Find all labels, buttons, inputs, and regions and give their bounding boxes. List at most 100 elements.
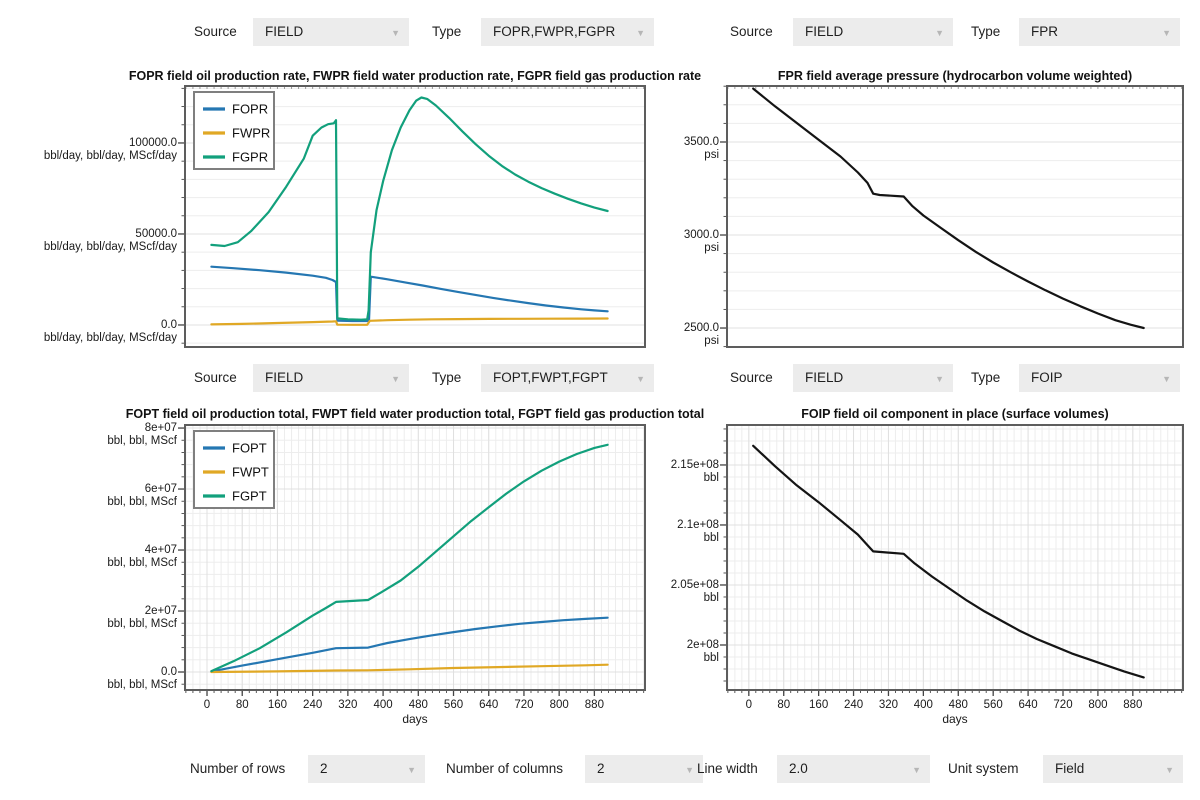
svg-text:bbl, bbl, MScf: bbl, bbl, MScf — [107, 679, 177, 691]
chevron-down-icon: ▼ — [1162, 28, 1171, 38]
svg-text:FGPT: FGPT — [232, 489, 267, 504]
source-select-bottom-right[interactable]: FIELD ▼ — [793, 364, 953, 392]
svg-text:0: 0 — [746, 699, 752, 711]
svg-text:160: 160 — [268, 699, 287, 711]
svg-text:480: 480 — [409, 699, 428, 711]
source-select-value: FIELD — [265, 24, 304, 39]
svg-text:240: 240 — [844, 699, 863, 711]
svg-text:2500.0: 2500.0 — [684, 322, 719, 334]
svg-text:400: 400 — [914, 699, 933, 711]
svg-text:2e+07: 2e+07 — [145, 605, 177, 617]
svg-text:bbl: bbl — [704, 592, 719, 604]
svg-text:720: 720 — [514, 699, 533, 711]
svg-text:880: 880 — [585, 699, 604, 711]
svg-text:psi: psi — [704, 149, 719, 161]
chart-title-foip: FOIP field oil component in place (surfa… — [801, 407, 1109, 421]
type-select-top-left[interactable]: FOPR,FWPR,FGPR ▼ — [481, 18, 654, 46]
source-select-top-right[interactable]: FIELD ▼ — [793, 18, 953, 46]
svg-text:bbl, bbl, MScf: bbl, bbl, MScf — [107, 618, 177, 630]
columns-label: Number of columns — [446, 761, 564, 776]
svg-text:FOPR: FOPR — [232, 102, 268, 117]
unit-system-select-value: Field — [1055, 761, 1085, 776]
svg-text:50000.0: 50000.0 — [135, 228, 177, 240]
svg-text:0.0: 0.0 — [161, 319, 177, 331]
svg-text:8e+07: 8e+07 — [145, 422, 177, 434]
svg-text:320: 320 — [879, 699, 898, 711]
chevron-down-icon: ▼ — [935, 28, 944, 38]
svg-text:3000.0: 3000.0 — [684, 229, 719, 241]
type-select-value: FOPT,FWPT,FGPT — [493, 370, 608, 385]
chart-title-fopt-fwpt-fgpt: FOPT field oil production total, FWPT fi… — [125, 407, 705, 421]
chevron-down-icon: ▼ — [935, 374, 944, 384]
svg-text:bbl, bbl, MScf: bbl, bbl, MScf — [107, 435, 177, 447]
type-select-value: FPR — [1031, 24, 1058, 39]
svg-text:560: 560 — [984, 699, 1003, 711]
svg-text:FWPR: FWPR — [232, 126, 270, 141]
svg-text:320: 320 — [338, 699, 357, 711]
source-select-bottom-left[interactable]: FIELD ▼ — [253, 364, 409, 392]
type-select-top-right[interactable]: FPR ▼ — [1019, 18, 1180, 46]
type-select-value: FOIP — [1031, 370, 1063, 385]
columns-select-value: 2 — [597, 761, 605, 776]
type-label: Type — [971, 24, 1001, 39]
chevron-down-icon: ▼ — [391, 28, 400, 38]
svg-text:640: 640 — [1018, 699, 1037, 711]
type-label: Type — [971, 370, 1001, 385]
chart-title-fpr: FPR field average pressure (hydrocarbon … — [777, 69, 1133, 83]
type-select-value: FOPR,FWPR,FGPR — [493, 24, 616, 39]
svg-text:560: 560 — [444, 699, 463, 711]
svg-text:psi: psi — [704, 335, 719, 347]
source-select-value: FIELD — [805, 24, 844, 39]
svg-text:FOPT: FOPT — [232, 441, 267, 456]
svg-text:0: 0 — [204, 699, 210, 711]
columns-select[interactable]: 2 ▼ — [585, 755, 703, 783]
chevron-down-icon: ▼ — [391, 374, 400, 384]
svg-text:0.0: 0.0 — [161, 666, 177, 678]
chevron-down-icon: ▼ — [1162, 374, 1171, 384]
svg-text:bbl/day, bbl/day, MScf/day: bbl/day, bbl/day, MScf/day — [44, 150, 177, 162]
source-label: Source — [730, 370, 773, 385]
source-label: Source — [194, 370, 237, 385]
svg-text:720: 720 — [1053, 699, 1072, 711]
svg-text:240: 240 — [303, 699, 322, 711]
line-width-select[interactable]: 2.0 ▼ — [777, 755, 930, 783]
svg-text:2e+08: 2e+08 — [687, 639, 719, 651]
source-select-top-left[interactable]: FIELD ▼ — [253, 18, 409, 46]
svg-text:800: 800 — [550, 699, 569, 711]
chevron-down-icon: ▼ — [636, 374, 645, 384]
svg-text:100000.0: 100000.0 — [129, 137, 177, 149]
svg-text:bbl: bbl — [704, 652, 719, 664]
svg-text:2.05e+08: 2.05e+08 — [671, 579, 719, 591]
svg-text:880: 880 — [1123, 699, 1142, 711]
rows-select[interactable]: 2 ▼ — [308, 755, 425, 783]
line-width-label: Line width — [697, 761, 758, 776]
svg-text:days: days — [402, 712, 427, 726]
svg-text:bbl, bbl, MScf: bbl, bbl, MScf — [107, 496, 177, 508]
svg-text:6e+07: 6e+07 — [145, 483, 177, 495]
chevron-down-icon: ▼ — [1165, 765, 1174, 775]
svg-text:FGPR: FGPR — [232, 150, 268, 165]
svg-text:3500.0: 3500.0 — [684, 136, 719, 148]
svg-text:480: 480 — [949, 699, 968, 711]
source-select-value: FIELD — [265, 370, 304, 385]
chevron-down-icon: ▼ — [636, 28, 645, 38]
source-select-value: FIELD — [805, 370, 844, 385]
source-label: Source — [730, 24, 773, 39]
svg-text:bbl: bbl — [704, 472, 719, 484]
chart-title-fopr-fwpr-fgpr: FOPR field oil production rate, FWPR fie… — [128, 69, 702, 83]
svg-text:bbl: bbl — [704, 532, 719, 544]
svg-text:2.1e+08: 2.1e+08 — [677, 519, 719, 531]
type-label: Type — [432, 370, 462, 385]
source-label: Source — [194, 24, 237, 39]
chevron-down-icon: ▼ — [685, 765, 694, 775]
svg-text:4e+07: 4e+07 — [145, 544, 177, 556]
chevron-down-icon: ▼ — [407, 765, 416, 775]
svg-text:days: days — [942, 712, 967, 726]
type-select-bottom-right[interactable]: FOIP ▼ — [1019, 364, 1180, 392]
svg-text:2.15e+08: 2.15e+08 — [671, 459, 719, 471]
svg-text:psi: psi — [704, 242, 719, 254]
unit-system-select[interactable]: Field ▼ — [1043, 755, 1183, 783]
type-select-bottom-left[interactable]: FOPT,FWPT,FGPT ▼ — [481, 364, 654, 392]
